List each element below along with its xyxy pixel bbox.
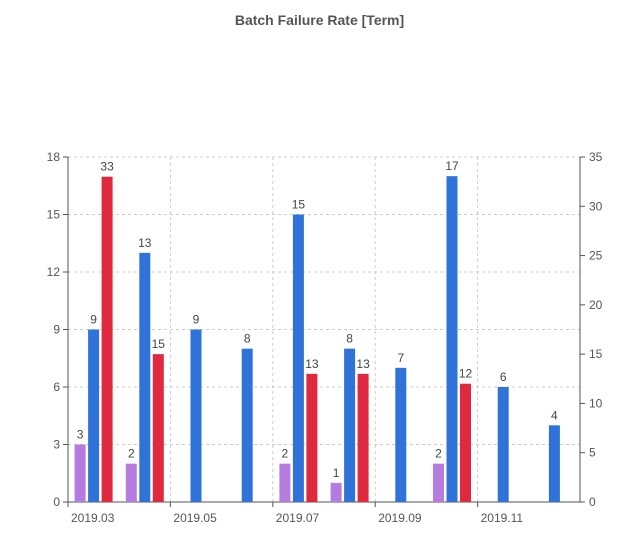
- data-label: 17: [445, 159, 459, 173]
- data-label: 13: [305, 357, 319, 371]
- bar: [279, 463, 291, 502]
- bar: [460, 383, 471, 502]
- y-right-tick-label: 20: [589, 298, 603, 312]
- bar: [433, 463, 444, 502]
- y-right-tick-label: 0: [589, 495, 596, 509]
- x-tick-label: 2019.09: [378, 511, 422, 525]
- y-left-tick-label: 9: [53, 323, 60, 337]
- bar: [74, 444, 86, 502]
- y-right-tick-label: 30: [589, 199, 603, 213]
- data-label: 1: [333, 466, 340, 480]
- x-tick-label: 2019.07: [276, 511, 320, 525]
- y-left-tick-label: 0: [53, 495, 60, 509]
- x-tick-label: 2019.11: [481, 511, 524, 525]
- bar: [139, 252, 151, 502]
- data-label: 9: [90, 313, 97, 327]
- data-label: 3: [77, 428, 84, 442]
- y-left-tick-label: 18: [47, 150, 61, 164]
- data-label: 2: [128, 447, 135, 461]
- bar: [357, 373, 369, 502]
- bar: [395, 367, 407, 502]
- bar: [306, 373, 318, 502]
- bar: [88, 329, 100, 502]
- data-label: 4: [551, 408, 558, 422]
- data-label: 2: [435, 447, 442, 461]
- bar: [548, 425, 560, 502]
- bar: [190, 329, 202, 502]
- data-label: 13: [356, 357, 370, 371]
- data-label: 7: [397, 351, 404, 365]
- bar: [241, 348, 253, 502]
- bars: [74, 176, 560, 502]
- y-left-tick-label: 12: [47, 265, 61, 279]
- data-label: 9: [193, 313, 200, 327]
- y-right-tick-label: 15: [589, 347, 603, 361]
- bar: [344, 348, 356, 502]
- bar: [497, 387, 509, 502]
- x-tick-label: 2019.05: [173, 511, 217, 525]
- data-label: 33: [100, 160, 114, 174]
- x-tick-label: 2019.03: [71, 511, 115, 525]
- bar: [152, 354, 164, 502]
- data-label: 15: [292, 198, 306, 212]
- y-right-tick-label: 5: [589, 446, 596, 460]
- chart-title: Batch Failure Rate [Term]: [234, 12, 405, 28]
- data-label: 15: [152, 337, 166, 351]
- y-left-tick-label: 15: [47, 208, 61, 222]
- data-label: 2: [282, 447, 289, 461]
- y-left-tick-label: 3: [53, 438, 60, 452]
- data-label: 12: [459, 367, 473, 381]
- data-label: 13: [138, 236, 152, 250]
- data-label: 8: [346, 332, 353, 346]
- data-label: 6: [500, 370, 507, 384]
- bar: [292, 214, 304, 502]
- y-right-tick-label: 25: [589, 249, 603, 263]
- y-right-tick-label: 10: [589, 396, 603, 410]
- bar: [446, 176, 458, 502]
- bar: [125, 463, 137, 502]
- y-right-tick-label: 35: [589, 150, 603, 164]
- bar: [330, 482, 342, 502]
- data-label: 8: [244, 332, 251, 346]
- bar: [101, 176, 113, 502]
- y-left-tick-label: 6: [53, 380, 60, 394]
